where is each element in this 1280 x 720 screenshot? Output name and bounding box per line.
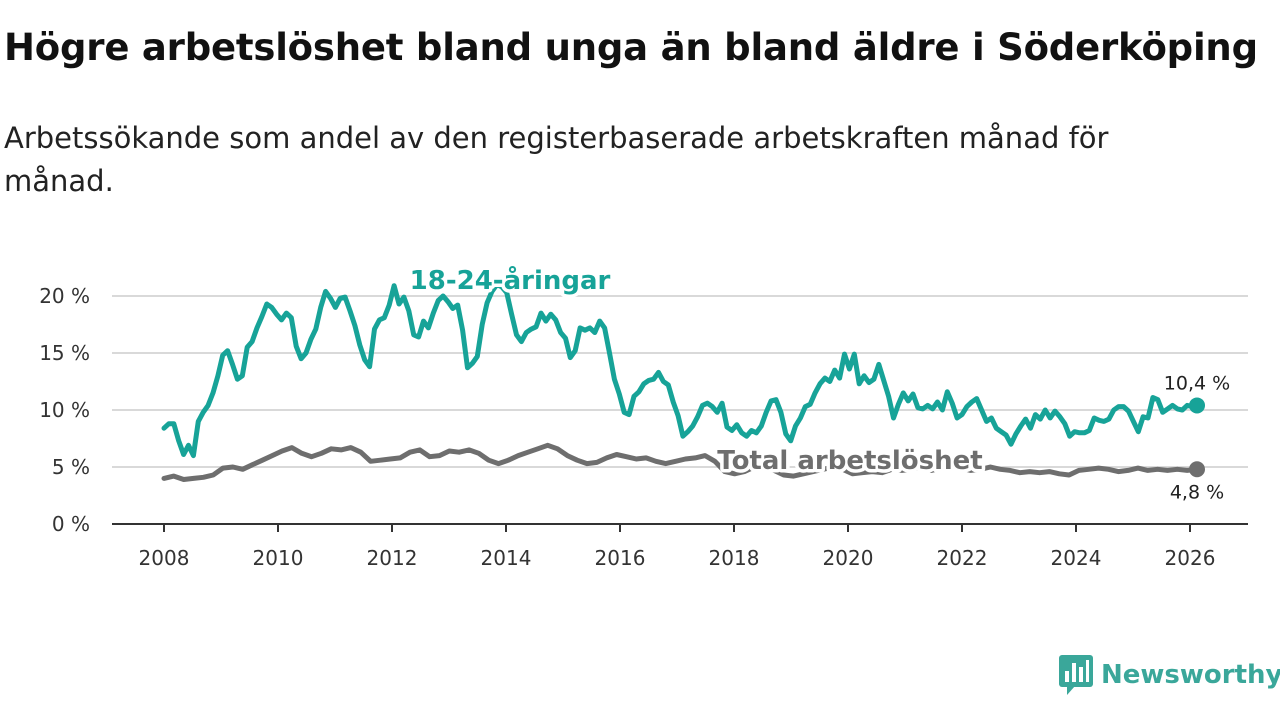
series-label-18-24: 18-24-åringar	[410, 264, 611, 296]
y-tick-label: 15 %	[39, 341, 90, 365]
y-tick-label: 20 %	[39, 284, 90, 308]
series-line-total	[161, 442, 1200, 482]
x-tick-label: 2022	[937, 546, 988, 570]
x-tick-label: 2008	[139, 546, 190, 570]
x-tick-label: 2012	[367, 546, 418, 570]
x-tick-label: 2024	[1051, 546, 1102, 570]
end-dot-18-24	[1189, 397, 1205, 414]
series-lines	[161, 282, 1205, 482]
y-tick-label: 10 %	[39, 398, 90, 422]
brand-name: Newsworthy	[1101, 660, 1280, 690]
series-line-18-24	[161, 282, 1200, 459]
newsworthy-logo: Newsworthy	[1059, 655, 1280, 695]
x-tick-label: 2020	[823, 546, 874, 570]
x-tick-label: 2014	[481, 546, 532, 570]
end-value-label-18-24: 10,4 %	[1164, 372, 1230, 394]
x-axis: 2008 2010 2012 2014 2016 2018 2020 2022 2024 2026	[112, 523, 1248, 570]
end-dot-total	[1189, 461, 1205, 478]
chart-title: Högre arbetslöshet bland unga än bland ä…	[4, 26, 1258, 69]
gridlines: 0 % 5 % 10 % 15 % 20 %	[39, 284, 1248, 536]
series-label-total: Total arbetslöshet	[717, 446, 982, 476]
x-tick-label: 2016	[595, 546, 646, 570]
series-labels: 18-24-åringar Total arbetslöshet 10,4 % 4,8…	[406, 261, 1233, 506]
y-tick-label: 0 %	[52, 512, 90, 536]
chart-subtitle: Arbetssökande som andel av den registerb…	[4, 121, 1109, 198]
y-tick-label: 5 %	[52, 455, 90, 479]
x-tick-label: 2010	[253, 546, 304, 570]
newsworthy-logo-icon	[1059, 655, 1093, 695]
x-tick-label: 2018	[709, 546, 760, 570]
x-tick-label: 2026	[1165, 546, 1216, 570]
end-value-label-total: 4,8 %	[1170, 481, 1224, 503]
